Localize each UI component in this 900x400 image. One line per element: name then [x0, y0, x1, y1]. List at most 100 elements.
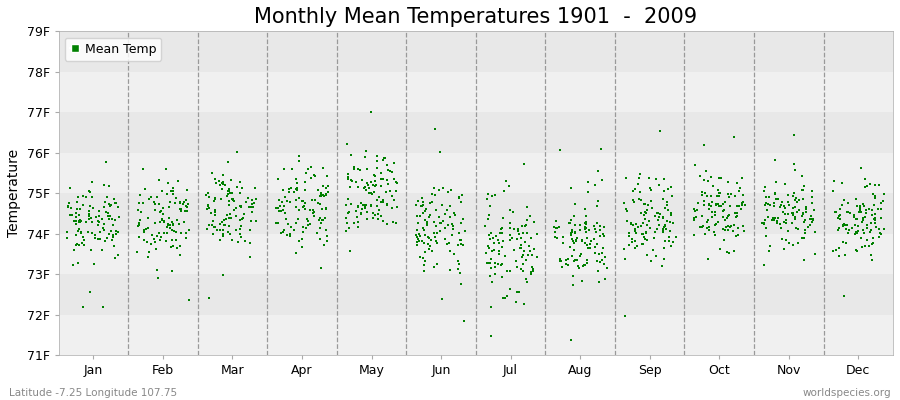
Point [521, 252, 535, 258]
Point [137, 237, 151, 243]
Point [454, 240, 468, 247]
Point [579, 213, 593, 220]
Point [219, 215, 233, 222]
Point [220, 228, 235, 235]
Point [514, 234, 528, 241]
Point [664, 212, 679, 218]
Point [444, 187, 458, 193]
Point [248, 185, 263, 191]
Point [153, 218, 167, 225]
Point [275, 207, 290, 214]
Point [351, 166, 365, 172]
Point [643, 185, 657, 191]
Point [482, 203, 497, 209]
Text: worldspecies.org: worldspecies.org [803, 388, 891, 398]
Point [180, 204, 194, 210]
Point [417, 227, 431, 233]
Point [508, 258, 523, 264]
Point [719, 215, 733, 222]
Point [433, 228, 447, 235]
Point [230, 149, 244, 155]
Point [315, 217, 329, 223]
Point [82, 210, 96, 217]
Point [354, 210, 368, 216]
Point [132, 222, 147, 228]
Point [232, 179, 247, 185]
Point [720, 248, 734, 255]
Point [208, 223, 222, 230]
Point [634, 210, 648, 216]
Point [316, 217, 330, 223]
Point [701, 256, 716, 262]
Point [423, 200, 437, 206]
Point [243, 227, 257, 234]
Point [298, 179, 312, 185]
Point [626, 199, 641, 206]
Point [773, 221, 788, 228]
Point [313, 220, 328, 226]
Point [665, 193, 680, 200]
Point [760, 214, 775, 220]
Point [233, 217, 248, 224]
Point [779, 237, 794, 243]
Point [428, 219, 442, 225]
Point [624, 220, 638, 226]
Point [729, 212, 743, 219]
Point [61, 203, 76, 209]
Point [225, 196, 239, 202]
Point [517, 248, 531, 254]
Point [546, 224, 561, 230]
Point [452, 229, 466, 236]
Point [275, 187, 290, 194]
Point [130, 249, 144, 256]
Point [63, 205, 77, 212]
Point [163, 225, 177, 231]
Point [483, 259, 498, 266]
Point [370, 202, 384, 209]
Point [310, 187, 325, 194]
Point [278, 194, 293, 200]
Point [217, 222, 231, 228]
Point [642, 218, 656, 224]
Point [832, 244, 846, 251]
Point [412, 232, 427, 239]
Point [831, 227, 845, 234]
Point [208, 212, 222, 218]
Point [807, 207, 822, 214]
Point [278, 210, 293, 216]
Point [655, 227, 670, 233]
Point [862, 206, 877, 212]
Point [215, 180, 230, 186]
Point [698, 190, 713, 197]
Point [374, 176, 388, 182]
Point [314, 190, 328, 197]
Point [214, 196, 229, 202]
Point [108, 200, 122, 206]
Point [722, 212, 736, 219]
Point [656, 196, 670, 202]
Point [873, 206, 887, 212]
Point [702, 224, 716, 230]
Point [529, 231, 544, 237]
Point [851, 208, 866, 215]
Point [140, 225, 155, 231]
Point [429, 230, 444, 236]
Point [343, 184, 357, 190]
Point [152, 176, 166, 183]
Point [629, 230, 643, 236]
Point [91, 222, 105, 228]
Point [112, 214, 127, 220]
Point [166, 191, 181, 197]
Point [721, 194, 735, 201]
Point [774, 224, 788, 231]
Point [564, 228, 579, 235]
Point [776, 209, 790, 216]
Point [483, 273, 498, 280]
Point [737, 228, 751, 234]
Point [511, 231, 526, 238]
Point [452, 261, 466, 268]
Point [765, 217, 779, 223]
Point [775, 199, 789, 205]
Point [422, 214, 436, 221]
Point [343, 248, 357, 254]
